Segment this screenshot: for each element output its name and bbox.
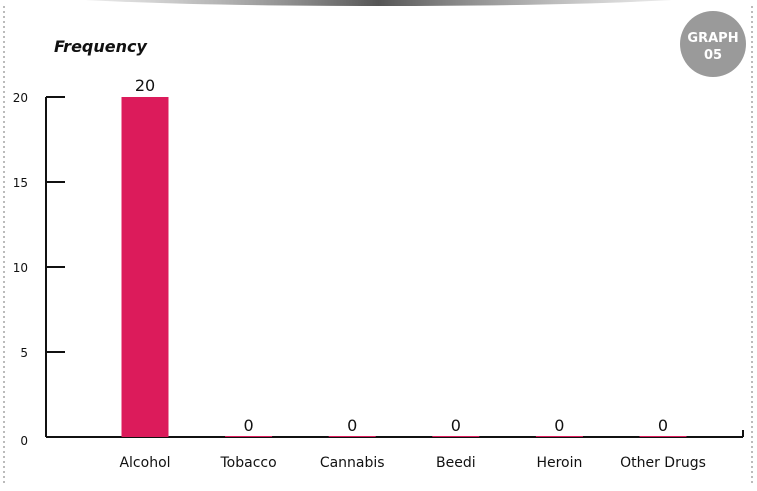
- y-tick-label: 15: [13, 176, 28, 190]
- x-category-label: Tobacco: [220, 455, 277, 471]
- graph-badge-line1: GRAPH: [687, 31, 738, 46]
- top-stripe: [85, 0, 672, 6]
- labels-layer: 20 Alcohol 0 Tobacco 0 Cannabis 0 Beedi 0 Heroin 0…: [119, 76, 705, 471]
- y-tick-label: 20: [13, 91, 28, 105]
- bar-beedi: [432, 436, 480, 437]
- bar-value-label: 20: [135, 76, 155, 95]
- x-category-label: Other Drugs: [620, 455, 706, 471]
- bar-value-label: 0: [554, 416, 564, 435]
- bar-value-label: 0: [658, 416, 668, 435]
- bar-heroin: [535, 436, 583, 437]
- bar-other-drugs: [639, 436, 687, 437]
- y-axis-title: Frequency: [54, 37, 147, 56]
- bar-value-label: 0: [244, 416, 254, 435]
- x-category-label: Cannabis: [320, 455, 385, 471]
- bar-value-label: 0: [451, 416, 461, 435]
- x-category-label: Beedi: [436, 455, 476, 471]
- y-tick-label: 0: [20, 434, 28, 448]
- x-category-label: Alcohol: [119, 455, 170, 471]
- bar-cannabis: [328, 436, 376, 437]
- y-tick-label: 5: [20, 346, 28, 360]
- graph-badge-circle: [680, 11, 746, 77]
- bar-tobacco: [225, 436, 273, 437]
- y-ticks-layer: 0 5 10 15 20: [13, 91, 65, 448]
- x-category-label: Heroin: [536, 455, 582, 471]
- bar-alcohol: [121, 97, 169, 437]
- bars-layer: [121, 97, 687, 437]
- graph-badge-line2: 05: [704, 48, 722, 63]
- y-tick-label: 10: [13, 261, 28, 275]
- graph-badge: GRAPH 05: [680, 11, 746, 77]
- bar-value-label: 0: [347, 416, 357, 435]
